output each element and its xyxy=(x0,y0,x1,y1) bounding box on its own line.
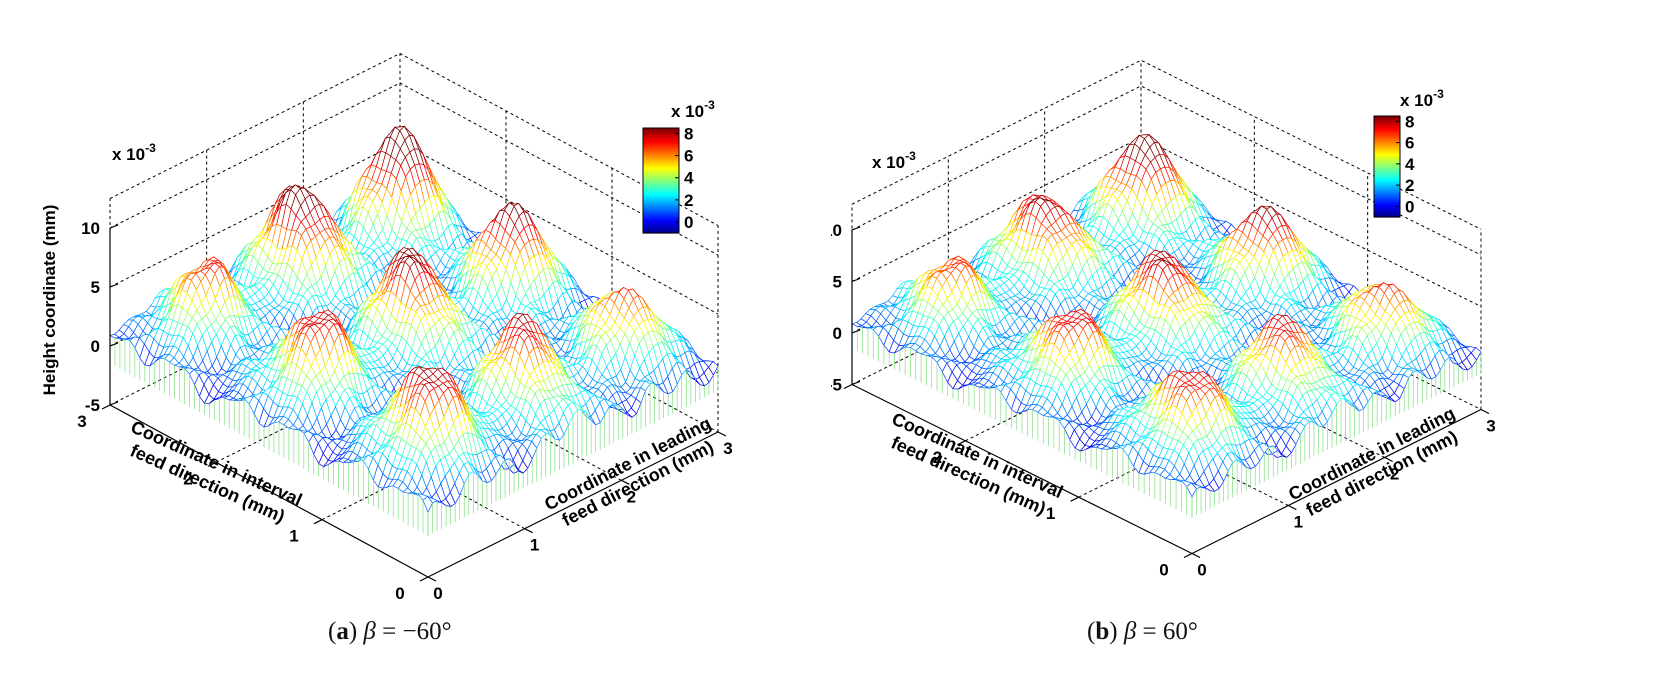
colorbar-tick-label-a-2: 4 xyxy=(684,169,694,188)
z-axis-label-a: Height coordinate (mm) xyxy=(40,205,59,396)
colorbar-tick-label-a-1: 2 xyxy=(684,191,693,210)
surface-mesh-a xyxy=(109,125,719,513)
z-tick-label-a-2: 5 xyxy=(91,278,100,297)
y-tick-a-0 xyxy=(427,576,437,582)
caption-a: (a) β = −60° xyxy=(328,618,452,645)
x-tick-a-1 xyxy=(313,519,323,525)
z-tick-a-1 xyxy=(109,342,119,347)
y-tick-a-3 xyxy=(717,431,727,437)
x-tick-a-0 xyxy=(419,576,429,582)
colorbar-a xyxy=(642,127,680,234)
x-tick-a-3 xyxy=(101,404,111,410)
z-tick-a-2 xyxy=(109,283,119,288)
colorbar-multiplier-a: x 10-3 xyxy=(671,98,715,121)
y-tick-a-1 xyxy=(524,528,533,534)
z-multiplier-a: x 10-3 xyxy=(112,141,156,164)
caption-a-symbol: β xyxy=(363,618,376,645)
colorbar-tick-label-a-3: 6 xyxy=(684,147,693,166)
z-tick-label-a-0: -5 xyxy=(85,396,100,415)
y-tick-label-a-0: 0 xyxy=(433,584,442,603)
panel-a: 0 1 2 3 0 1 2 3 -5 0 5 10 Height coordinate (mm) Coor… xyxy=(0,0,831,696)
x-tick-label-a-0: 0 xyxy=(395,584,404,603)
caption-a-label: a xyxy=(336,618,349,645)
colorbar-tick-label-a-0: 0 xyxy=(684,213,693,232)
x-tick-label-a-1: 1 xyxy=(289,527,298,546)
y-tick-label-a-3: 3 xyxy=(723,439,732,458)
back-top-edge-a xyxy=(109,52,719,226)
z-tick-label-a-3: 10 xyxy=(81,219,100,238)
caption-a-value: −60° xyxy=(402,618,452,645)
z-tick-a-0 xyxy=(109,401,119,406)
z-tick-a-3 xyxy=(109,224,119,229)
y-tick-label-a-1: 1 xyxy=(530,536,539,555)
z-tick-label-a-1: 0 xyxy=(91,337,100,356)
colorbar-tick-label-a-4: 8 xyxy=(684,125,693,144)
